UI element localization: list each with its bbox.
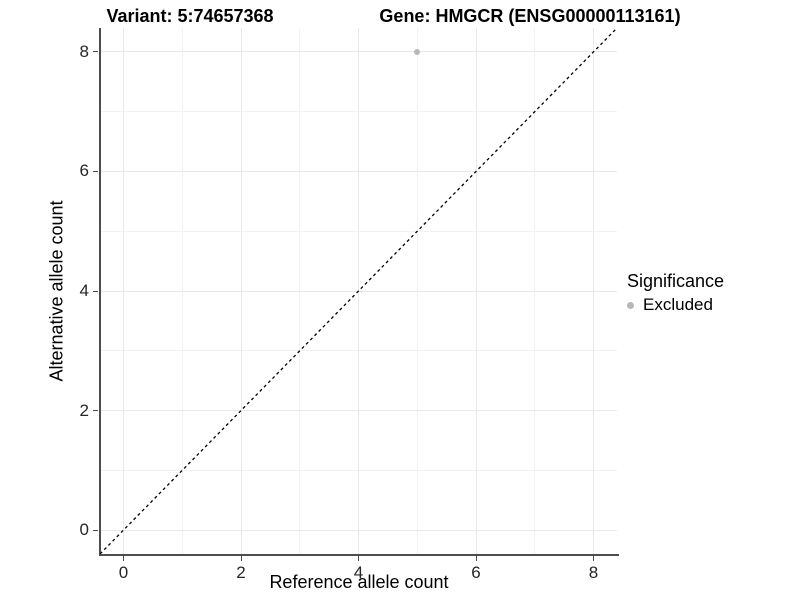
gridline-horizontal-major [100,51,617,53]
y-tick-mark [93,51,98,53]
legend: Significance Excluded [627,270,724,315]
y-tick-mark [93,290,98,292]
y-tick-label: 0 [79,520,89,540]
y-tick-label: 4 [79,281,89,300]
y-tick-label: 8 [79,41,89,61]
x-tick-label: 0 [118,563,129,582]
x-axis-line [99,554,619,556]
x-tick-label: 6 [471,563,481,582]
x-tick-mark [475,556,477,561]
legend-key-dot [627,301,634,309]
gridline-horizontal-major [100,529,617,531]
x-axis-title: Reference allele count [269,572,449,592]
gridline-horizontal-major [100,290,617,292]
y-tick-label: 2 [79,400,89,420]
x-tick-label: 2 [236,563,246,582]
y-tick-label: 6 [79,161,89,181]
legend-item-label: Excluded [643,295,713,314]
x-tick-label: 8 [588,563,599,582]
y-tick-mark [93,170,98,172]
y-axis-line [99,28,101,556]
legend-title: Significance [627,271,725,291]
x-tick-mark [123,556,124,561]
x-tick-label: 4 [353,563,364,582]
y-tick-mark [93,410,98,412]
y-tick-mark [93,529,98,531]
legend-item: Excluded [627,295,724,315]
x-tick-mark [358,556,359,561]
gridline-horizontal-major [100,170,617,172]
data-point-excluded [414,48,421,55]
x-tick-mark [240,556,242,561]
gridline-horizontal-major [100,410,617,412]
plot-title-gene: Gene: HMGCR (ENSG00000113161) [379,6,681,26]
legend-items: Excluded [627,295,724,315]
x-tick-mark [593,556,594,561]
plot-title-variant: Variant: 5:74657368 [106,6,274,26]
